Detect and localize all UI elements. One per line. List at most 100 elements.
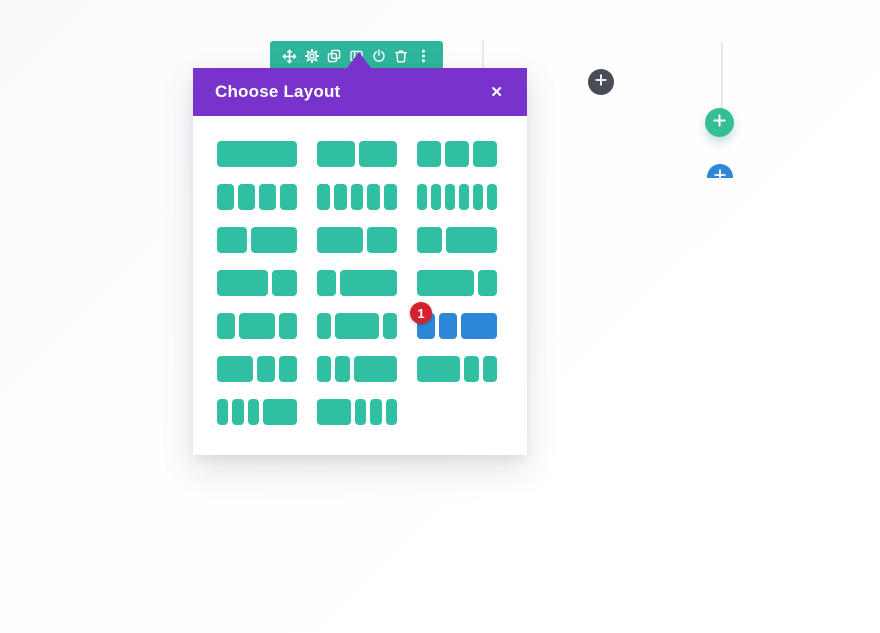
column-block: [251, 227, 297, 253]
column-block: [217, 227, 248, 253]
column-block: [232, 399, 244, 425]
column-block: [445, 184, 455, 210]
column-block: [461, 313, 497, 339]
layout-option[interactable]: [317, 141, 397, 167]
column-block: [317, 141, 355, 167]
column-block: [382, 313, 398, 339]
modal-header: Choose Layout ✕: [193, 52, 527, 116]
column-block: [445, 141, 469, 167]
settings-icon[interactable]: [304, 49, 319, 64]
column-block: [239, 313, 275, 339]
column-block: [262, 399, 297, 425]
column-block: [335, 313, 379, 339]
column-block: [279, 313, 297, 339]
plus-icon: [714, 168, 726, 178]
column-block: [359, 141, 397, 167]
column-block: [439, 313, 457, 339]
column-block: [353, 356, 398, 382]
layout-option[interactable]: [417, 227, 497, 253]
column-block: [367, 184, 381, 210]
column-guide-line: [721, 42, 723, 110]
more-options-icon[interactable]: [416, 49, 431, 64]
choose-layout-modal: Choose Layout ✕ 1: [193, 52, 527, 455]
layout-option[interactable]: [317, 313, 398, 339]
layout-option[interactable]: [217, 270, 297, 296]
column-block: [350, 184, 364, 210]
disable-icon[interactable]: [371, 49, 386, 64]
column-block: [473, 141, 497, 167]
layout-option[interactable]: [217, 399, 297, 425]
column-block: [247, 399, 259, 425]
layout-grid: 1: [193, 116, 527, 425]
column-block: [217, 356, 253, 382]
layout-option[interactable]: [417, 184, 497, 210]
column-block: [473, 184, 483, 210]
modal-pointer-notch: [347, 52, 371, 68]
plus-icon: [595, 73, 607, 91]
column-block: [217, 141, 297, 167]
column-block: [459, 184, 469, 210]
layout-option[interactable]: [317, 270, 397, 296]
layout-option[interactable]: [417, 141, 497, 167]
column-block: [335, 356, 350, 382]
column-block: [280, 184, 297, 210]
column-block: [317, 184, 330, 210]
column-block: [417, 227, 443, 253]
column-block: [417, 141, 441, 167]
column-block: [478, 270, 497, 296]
layout-option[interactable]: [317, 227, 397, 253]
column-block: [317, 356, 332, 382]
layout-option[interactable]: [217, 313, 297, 339]
plus-icon: [713, 113, 726, 132]
column-block: [317, 313, 332, 339]
duplicate-icon[interactable]: [327, 49, 342, 64]
column-block: [317, 270, 336, 296]
layout-option[interactable]: 1: [410, 302, 497, 339]
add-section-button-blue-clipped[interactable]: [707, 164, 733, 178]
column-block: [417, 356, 461, 382]
column-block: [417, 184, 427, 210]
layout-option[interactable]: [217, 227, 297, 253]
layout-option[interactable]: [417, 270, 497, 296]
column-block: [370, 399, 382, 425]
column-block: [366, 227, 397, 253]
add-section-button-blue[interactable]: [707, 164, 733, 178]
column-block: [238, 184, 255, 210]
column-block: [446, 227, 497, 253]
column-block: [217, 270, 268, 296]
column-block: [355, 399, 367, 425]
layout-option[interactable]: [217, 141, 297, 167]
column-block: [385, 399, 397, 425]
column-block: [487, 184, 497, 210]
column-block: [259, 184, 276, 210]
column-block: [384, 184, 397, 210]
layout-option[interactable]: [417, 356, 498, 382]
layout-option[interactable]: [217, 356, 297, 382]
column-block: [217, 313, 235, 339]
add-row-button[interactable]: [705, 108, 734, 137]
column-block: [257, 356, 275, 382]
delete-icon[interactable]: [394, 49, 409, 64]
column-block: [417, 270, 474, 296]
add-section-button-dark[interactable]: [588, 69, 614, 95]
move-icon[interactable]: [282, 49, 297, 64]
column-block: [482, 356, 498, 382]
column-block: [217, 399, 229, 425]
layout-option[interactable]: [317, 399, 397, 425]
layout-option[interactable]: [217, 184, 297, 210]
column-block: [464, 356, 479, 382]
column-block: [340, 270, 397, 296]
column-block: [431, 184, 441, 210]
layout-option[interactable]: [317, 184, 397, 210]
column-block: [317, 227, 363, 253]
column-block: [317, 399, 351, 425]
close-icon[interactable]: ✕: [490, 83, 503, 101]
modal-title: Choose Layout: [215, 82, 341, 101]
column-block: [217, 184, 234, 210]
layout-option[interactable]: [317, 356, 398, 382]
column-guide-line: [482, 40, 484, 68]
column-block: [333, 184, 347, 210]
step-badge: 1: [410, 302, 432, 324]
column-block: [271, 270, 297, 296]
column-block: [279, 356, 297, 382]
